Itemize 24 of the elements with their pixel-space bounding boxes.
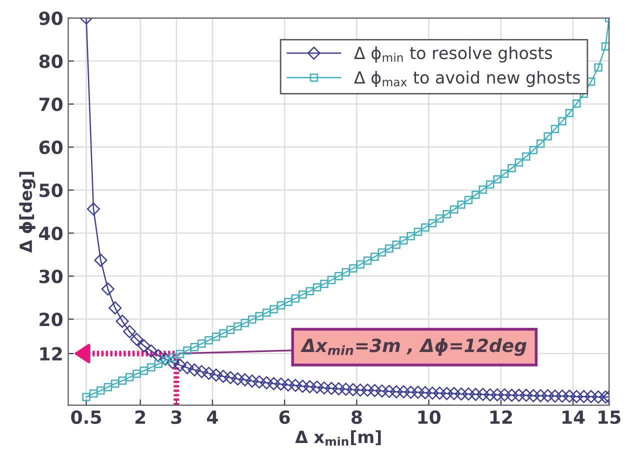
- y-tick-label: 50: [40, 184, 63, 198]
- legend-label: Δ ϕ$_{max}$ to avoid new ghosts: [354, 70, 580, 87]
- x-axis-title: Δ x$_{min}$[m]: [295, 430, 381, 446]
- x-tick-label: 8: [352, 410, 362, 424]
- y-tick-label: 90: [39, 11, 63, 26]
- x-tick-label: 14: [562, 410, 585, 424]
- annotation: Δx$_{min}$=3m , Δϕ=12deg: [300, 338, 526, 356]
- y-tick-label: 20: [40, 312, 63, 326]
- y-tick-label: 60: [39, 140, 63, 154]
- y-tick-label: 70: [39, 98, 63, 112]
- x-tick-label: 2: [135, 410, 146, 424]
- x-tick-label: 12: [490, 410, 512, 424]
- y-axis-title: Δ ϕ[deg]: [19, 172, 36, 253]
- y-tick-label: 30: [39, 270, 63, 284]
- x-tick-label: 3: [171, 410, 182, 424]
- legend-label: Δ ϕ$_{min}$ to resolve ghosts: [354, 46, 552, 62]
- x-tick-label: 10: [418, 410, 441, 424]
- y-tick-label: 40: [39, 226, 63, 240]
- y-tick-label: 12: [40, 347, 62, 360]
- x-tick-label: 4: [206, 410, 218, 424]
- x-tick-label: 0.5: [71, 410, 101, 424]
- y-tick-label: 80: [39, 54, 63, 68]
- x-tick-label: 6: [279, 410, 290, 424]
- x-tick-label: 15: [598, 410, 620, 424]
